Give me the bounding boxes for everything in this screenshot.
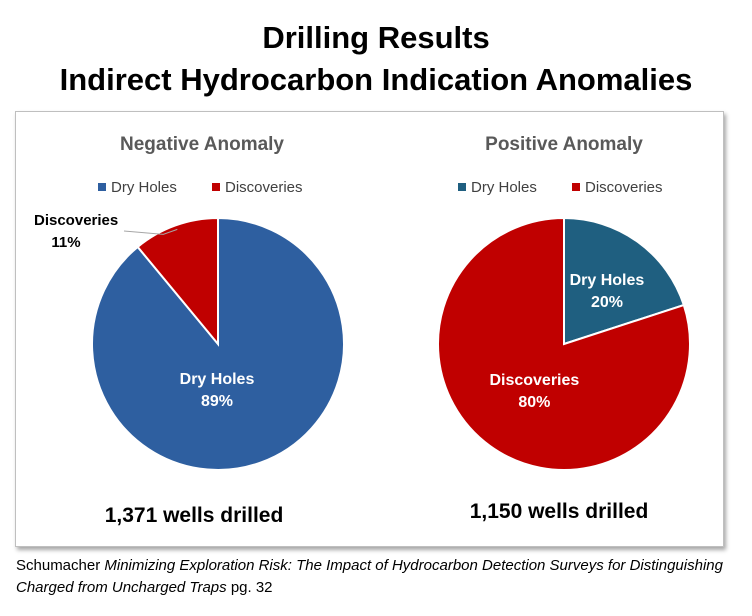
negative-legend-label-0: Dry Holes xyxy=(111,179,177,196)
negative-wells-drilled: 1,371 wells drilled xyxy=(104,504,284,527)
negative-slice-discoveries xyxy=(136,216,219,347)
charts-panel: Negative Anomaly Dry Holes Discoveries Dry … xyxy=(15,111,724,547)
citation-page: pg. 32 xyxy=(226,579,273,596)
negative-leader-line xyxy=(123,228,178,235)
positive-label-discoveries: Discoveries xyxy=(489,372,579,389)
citation: Schumacher Minimizing Exploration Risk: … xyxy=(16,555,736,599)
title-line-1: Drilling Results xyxy=(262,20,490,55)
positive-label-dry-holes: Dry Holes xyxy=(570,272,645,289)
positive-pct-discoveries: 80% xyxy=(518,394,550,411)
negative-legend-label-1: Discoveries xyxy=(225,179,303,196)
title-line-2: Indirect Hydrocarbon Indication Anomalie… xyxy=(59,62,693,97)
pie-charts: Negative Anomaly Dry Holes Discoveries Dry … xyxy=(34,134,691,471)
positive-wells-drilled: 1,150 wells drilled xyxy=(469,500,649,523)
negative-pct-discoveries: 11% xyxy=(51,234,80,251)
positive-slice-discoveries xyxy=(437,216,691,471)
positive-legend-swatch-0 xyxy=(458,183,466,191)
negative-label-dry-holes: Dry Holes xyxy=(180,371,255,388)
positive-legend-label-1: Discoveries xyxy=(585,179,663,196)
positive-pct-dry-holes: 20% xyxy=(591,294,623,311)
positive-chart-title: Positive Anomaly xyxy=(485,134,643,155)
negative-pct-dry-holes: 89% xyxy=(201,393,233,410)
negative-chart-title: Negative Anomaly xyxy=(120,134,284,155)
positive-legend-swatch-1 xyxy=(572,183,580,191)
citation-author: Schumacher xyxy=(16,557,105,574)
positive-legend-label-0: Dry Holes xyxy=(471,179,537,196)
citation-title: Minimizing Exploration Risk: The Impact … xyxy=(16,557,723,596)
positive-slice-dry-holes xyxy=(563,216,686,346)
negative-label-discoveries: Discoveries xyxy=(34,212,118,229)
negative-legend-swatch-1 xyxy=(212,183,220,191)
negative-legend-swatch-0 xyxy=(98,183,106,191)
